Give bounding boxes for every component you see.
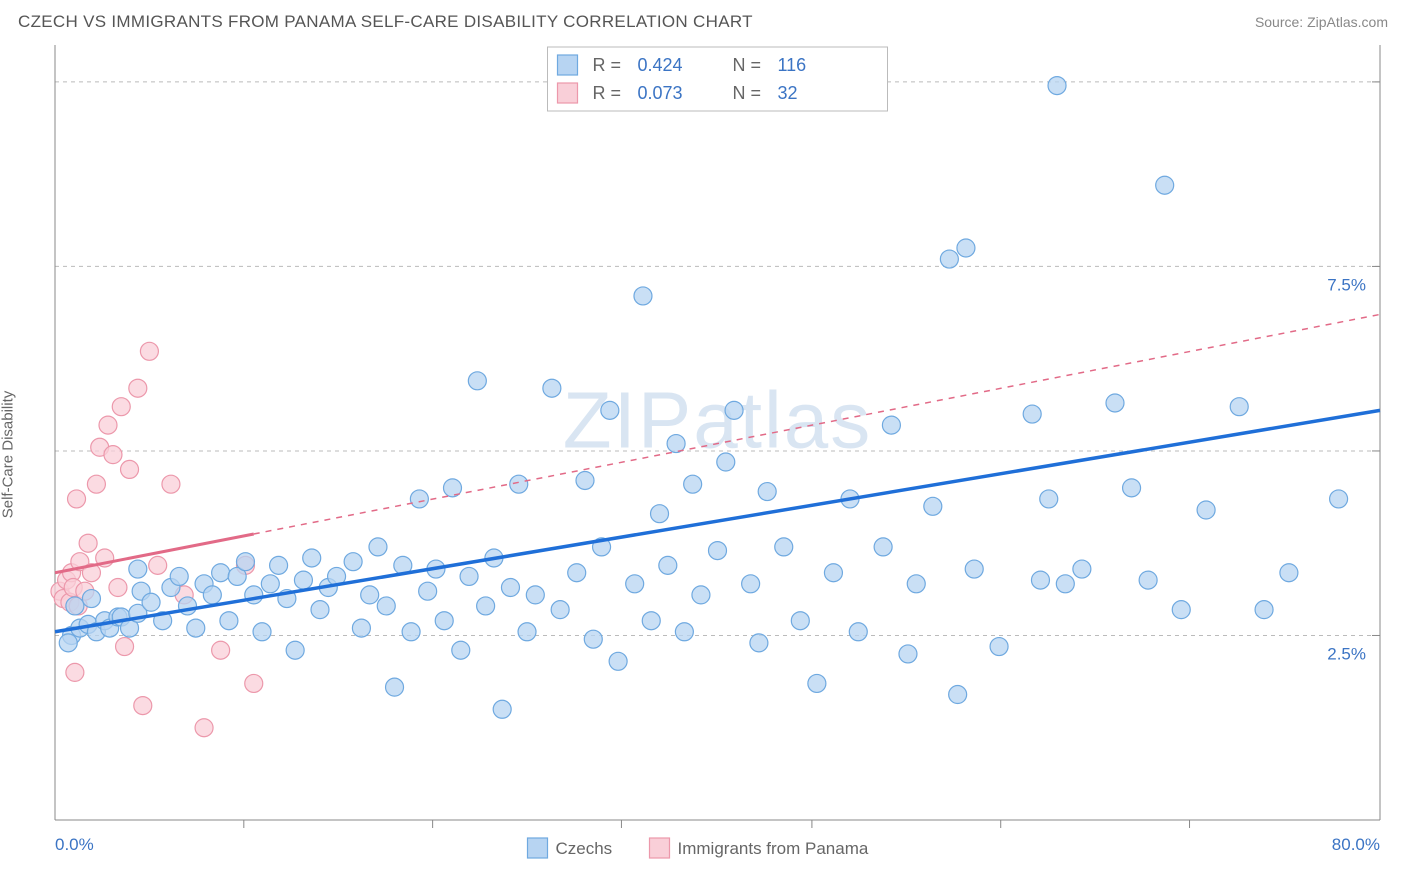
svg-text:N =: N = [733,83,762,103]
svg-text:0.073: 0.073 [638,83,683,103]
svg-text:0.424: 0.424 [638,55,683,75]
scatter-chart: ZIPatlas 2.5% 7.5% 0.0% 80.0% R = 0.424 N = 116 R… [0,0,1406,892]
svg-text:32: 32 [778,83,798,103]
svg-text:0.0%: 0.0% [55,835,94,854]
svg-text:Immigrants from Panama: Immigrants from Panama [678,839,869,858]
svg-text:2.5%: 2.5% [1327,644,1366,663]
svg-text:Czechs: Czechs [556,839,613,858]
chart-container: ZIPatlas 2.5% 7.5% 0.0% 80.0% R = 0.424 N = 116 R… [0,0,1406,892]
svg-text:R =: R = [593,55,622,75]
svg-text:R =: R = [593,83,622,103]
svg-text:116: 116 [778,55,807,75]
svg-text:ZIPatlas: ZIPatlas [563,376,872,465]
svg-text:7.5%: 7.5% [1327,275,1366,294]
svg-text:80.0%: 80.0% [1332,835,1380,854]
svg-text:N =: N = [733,55,762,75]
